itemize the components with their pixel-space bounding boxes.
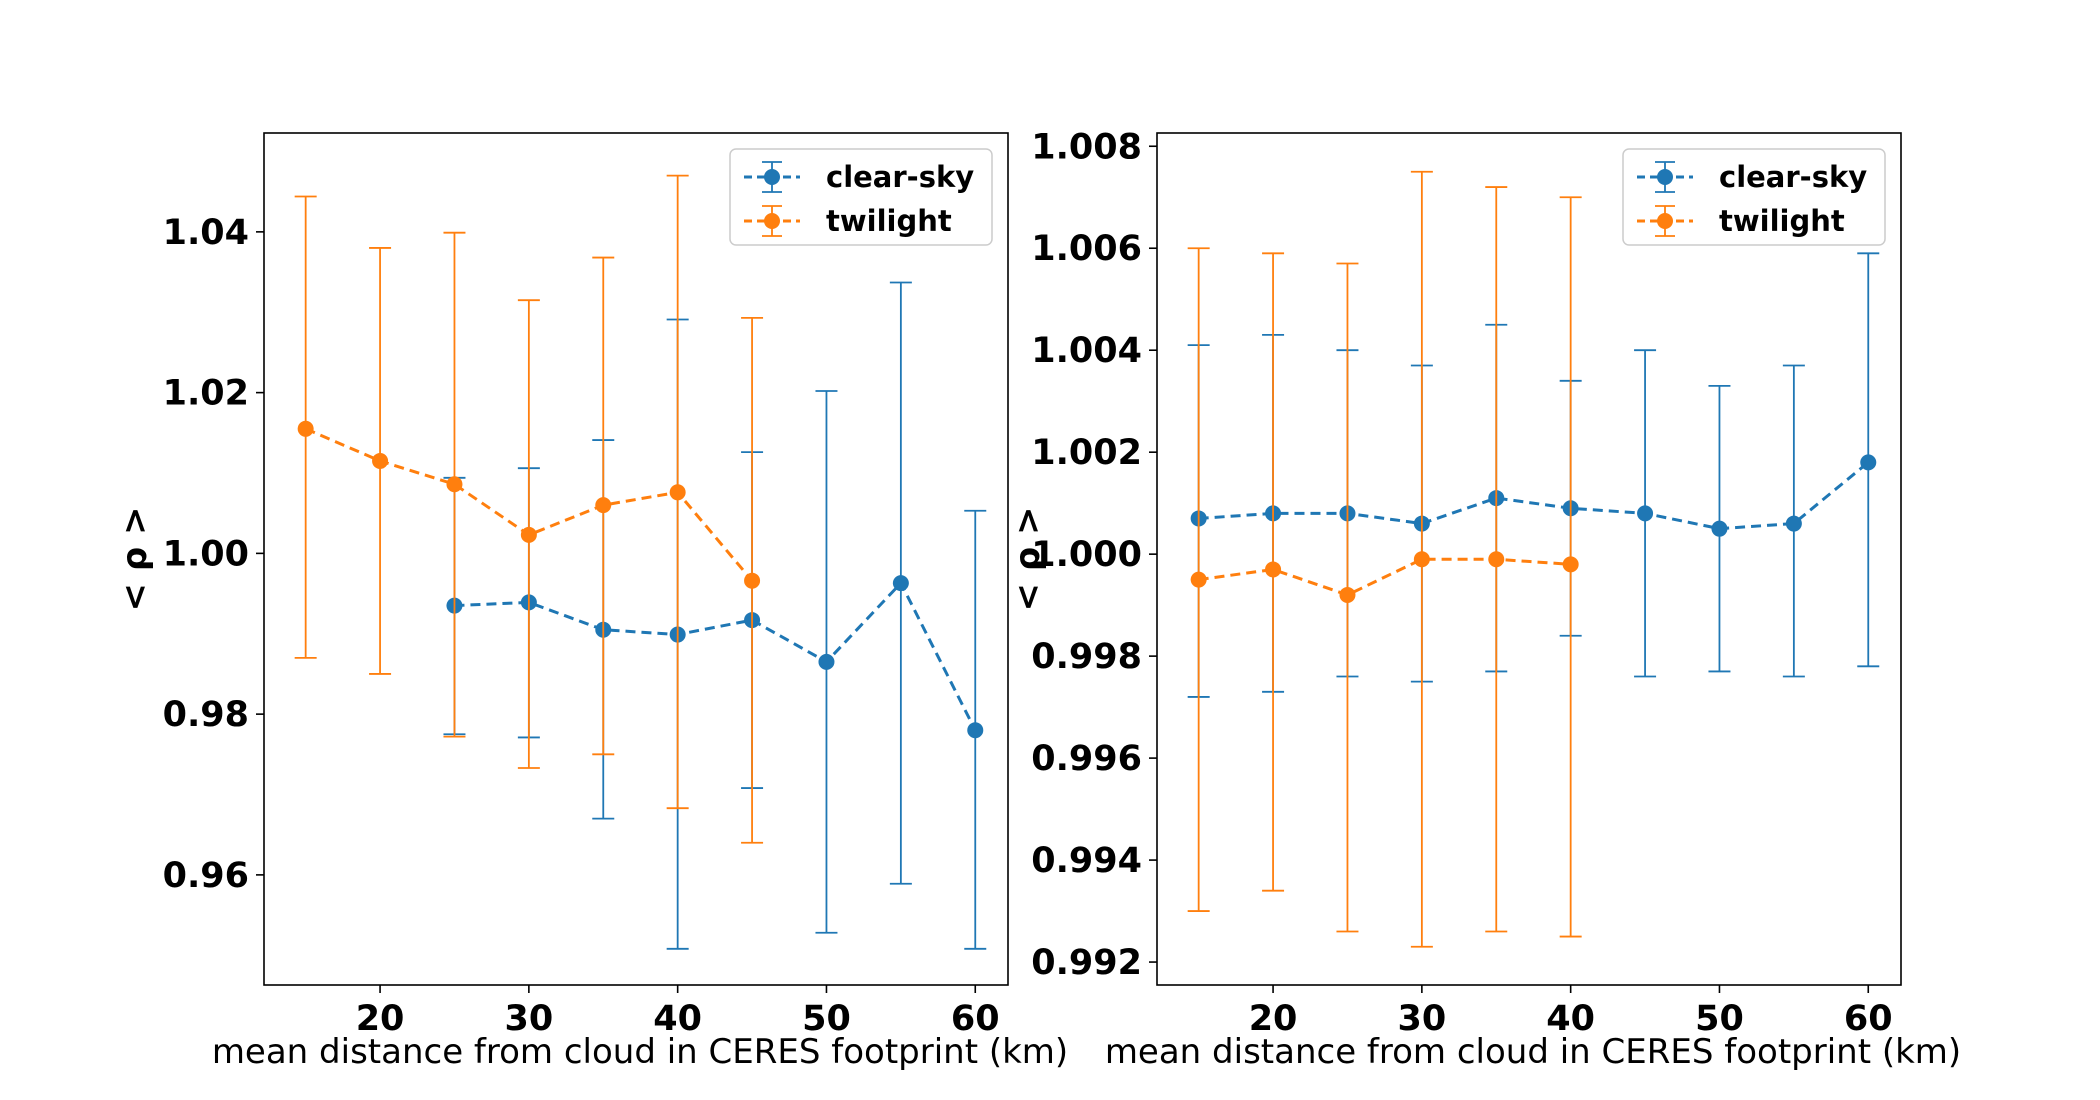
x-tick-label: 60	[1844, 999, 1893, 1039]
series-line	[1198, 461, 1870, 531]
legend-box	[1622, 148, 1886, 246]
data-point	[1413, 551, 1430, 568]
y-tick-label: 0.994	[1031, 841, 1142, 881]
data-point	[595, 497, 612, 514]
y-tick-label: 1.000	[1031, 535, 1142, 575]
y-axis-label: < ρ >	[115, 507, 155, 612]
y-tick-label: 0.992	[1031, 943, 1142, 983]
y-tick-label: 0.998	[1031, 637, 1142, 677]
x-tick-label: 40	[1546, 999, 1595, 1039]
x-tick-label: 20	[1249, 999, 1298, 1039]
data-point	[1637, 505, 1654, 522]
data-point	[744, 572, 761, 589]
data-point	[1860, 454, 1877, 471]
data-point	[1190, 571, 1207, 588]
data-point	[1339, 586, 1356, 603]
data-point	[1711, 520, 1728, 537]
data-point	[1265, 561, 1282, 578]
chart-panel-2: 20 30 40 50 60 0.992 0.994 0.996 0.998 1.000 1.002…	[1008, 127, 1961, 1072]
x-tick-label: 50	[802, 999, 851, 1039]
plot-frame	[263, 132, 1009, 986]
x-tick-label: 40	[653, 999, 702, 1039]
y-tick-label: 1.02	[163, 374, 249, 414]
x-axis-label: mean distance from cloud in CERES footpr…	[212, 1032, 1068, 1072]
series-line	[454, 580, 977, 731]
data-point	[520, 526, 537, 543]
y-tick-label: 0.98	[163, 695, 249, 735]
series-twilight	[1187, 170, 1582, 948]
legend-label: clear-sky	[1719, 160, 1867, 194]
legend-label: twilight	[1719, 204, 1845, 238]
legend-marker	[1657, 213, 1673, 229]
legend-label: twilight	[826, 204, 952, 238]
legend-marker	[764, 213, 780, 229]
legend: clear-sky twilight	[729, 148, 993, 246]
data-point	[892, 575, 909, 592]
y-tick-label: 0.96	[163, 856, 249, 896]
y-axis-label: < ρ >	[1008, 507, 1048, 612]
data-point	[372, 452, 389, 469]
data-point	[1562, 556, 1579, 573]
data-point	[669, 484, 686, 501]
series-clear-sky	[1187, 252, 1880, 698]
x-tick-label: 30	[505, 999, 554, 1039]
plot-frame	[1156, 132, 1902, 986]
legend-label: clear-sky	[826, 160, 974, 194]
legend: clear-sky twilight	[1622, 148, 1886, 246]
series-line	[1198, 557, 1571, 597]
x-tick-label: 30	[1398, 999, 1447, 1039]
series-clear-sky	[443, 281, 987, 950]
chart-panel-1: 20 30 40 50 60 0.96 0.98 1.00 1.02 1.04 mean dista…	[115, 132, 1068, 1072]
y-tick-label: 1.004	[1031, 331, 1142, 371]
y-tick-label: 1.04	[163, 213, 249, 253]
data-point	[1488, 551, 1505, 568]
x-axis-label: mean distance from cloud in CERES footpr…	[1105, 1032, 1961, 1072]
data-point	[967, 722, 984, 739]
legend-box	[729, 148, 993, 246]
y-tick-label: 1.008	[1031, 127, 1142, 167]
x-tick-label: 50	[1695, 999, 1744, 1039]
data-point	[297, 420, 314, 437]
x-tick-label: 20	[356, 999, 405, 1039]
y-tick-label: 0.996	[1031, 739, 1142, 779]
legend-marker	[764, 169, 780, 185]
x-tick-label: 60	[951, 999, 1000, 1039]
data-point	[1785, 515, 1802, 532]
y-tick-label: 1.006	[1031, 229, 1142, 269]
legend-marker	[1657, 169, 1673, 185]
y-tick-label: 1.00	[163, 534, 249, 574]
series-twilight	[294, 174, 764, 844]
data-point	[446, 476, 463, 493]
y-tick-label: 1.002	[1031, 433, 1142, 473]
data-point	[818, 653, 835, 670]
